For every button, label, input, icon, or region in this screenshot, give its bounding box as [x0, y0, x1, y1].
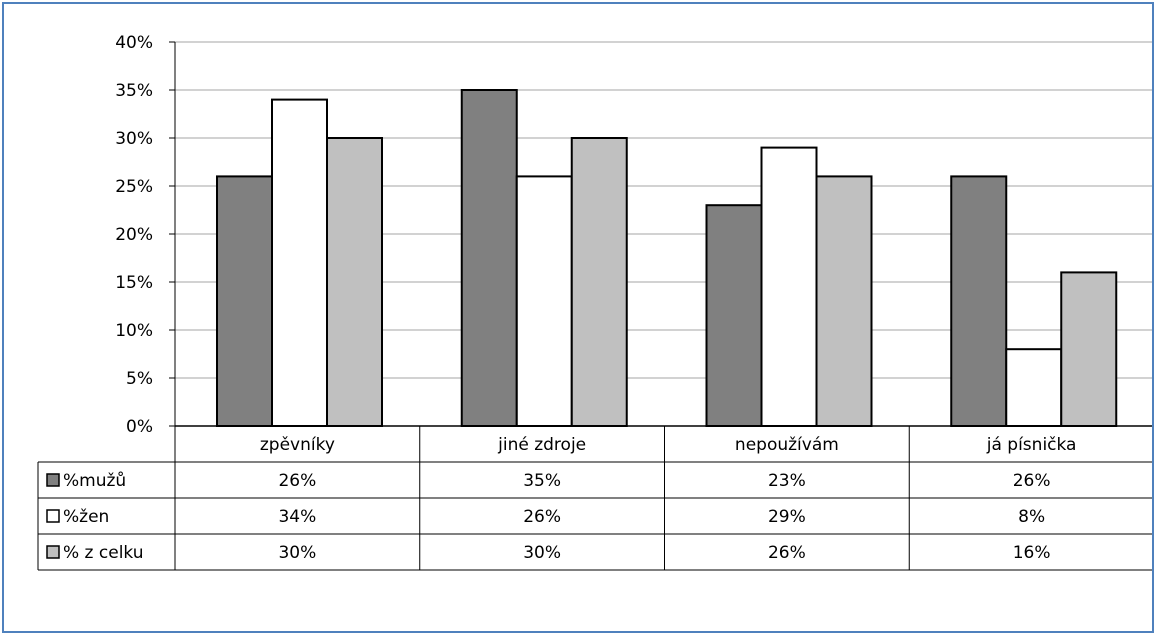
data-table-cell: 26% — [768, 543, 806, 563]
legend-key — [46, 473, 60, 487]
bar — [1005, 348, 1063, 428]
y-tick-label: 20% — [115, 225, 153, 245]
category-label: zpěvníky — [260, 435, 335, 455]
bar — [815, 175, 873, 427]
y-tick-label: 0% — [126, 417, 153, 437]
data-table-cell: 26% — [1013, 471, 1051, 491]
bar — [760, 146, 818, 427]
y-tick-label: 15% — [115, 273, 153, 293]
bar-chart: 0% 5% 10% 15% 20% 25% 30% 35% 40% zpěvníky jiné zd… — [37, 33, 1152, 571]
bar — [216, 175, 273, 427]
data-table-cell: 35% — [523, 471, 561, 491]
bar — [570, 137, 628, 427]
series-name: %mužů — [63, 471, 126, 491]
bar — [515, 175, 573, 427]
y-tick-label: 35% — [115, 81, 153, 101]
category-label: jiné zdroje — [497, 435, 586, 455]
data-table-cell: 30% — [523, 543, 561, 563]
y-tick-label: 5% — [126, 369, 153, 389]
bar — [950, 175, 1008, 427]
data-table-cell: 29% — [768, 507, 806, 527]
data-table-cell: 34% — [278, 507, 316, 527]
series-name: %žen — [63, 507, 109, 527]
data-table-cell: 26% — [278, 471, 316, 491]
bar — [460, 89, 518, 427]
data-table-cell: 23% — [768, 471, 806, 491]
category-label: já písnička — [986, 435, 1077, 455]
y-tick-label: 40% — [115, 33, 153, 53]
series-name: % z celku — [63, 543, 144, 563]
bar — [705, 204, 763, 427]
y-tick-label: 30% — [115, 129, 153, 149]
category-label: nepoužívám — [735, 435, 839, 455]
data-table-cell: 8% — [1018, 507, 1045, 527]
bar — [1060, 271, 1118, 427]
y-tick-label: 10% — [115, 321, 153, 341]
bar — [326, 137, 383, 427]
legend-key — [46, 509, 60, 523]
data-table-cell: 26% — [523, 507, 561, 527]
bar — [271, 98, 328, 427]
data-table-cell: 16% — [1013, 543, 1051, 563]
y-tick-label: 25% — [115, 177, 153, 197]
data-table-cell: 30% — [278, 543, 316, 563]
legend-key — [46, 545, 60, 559]
